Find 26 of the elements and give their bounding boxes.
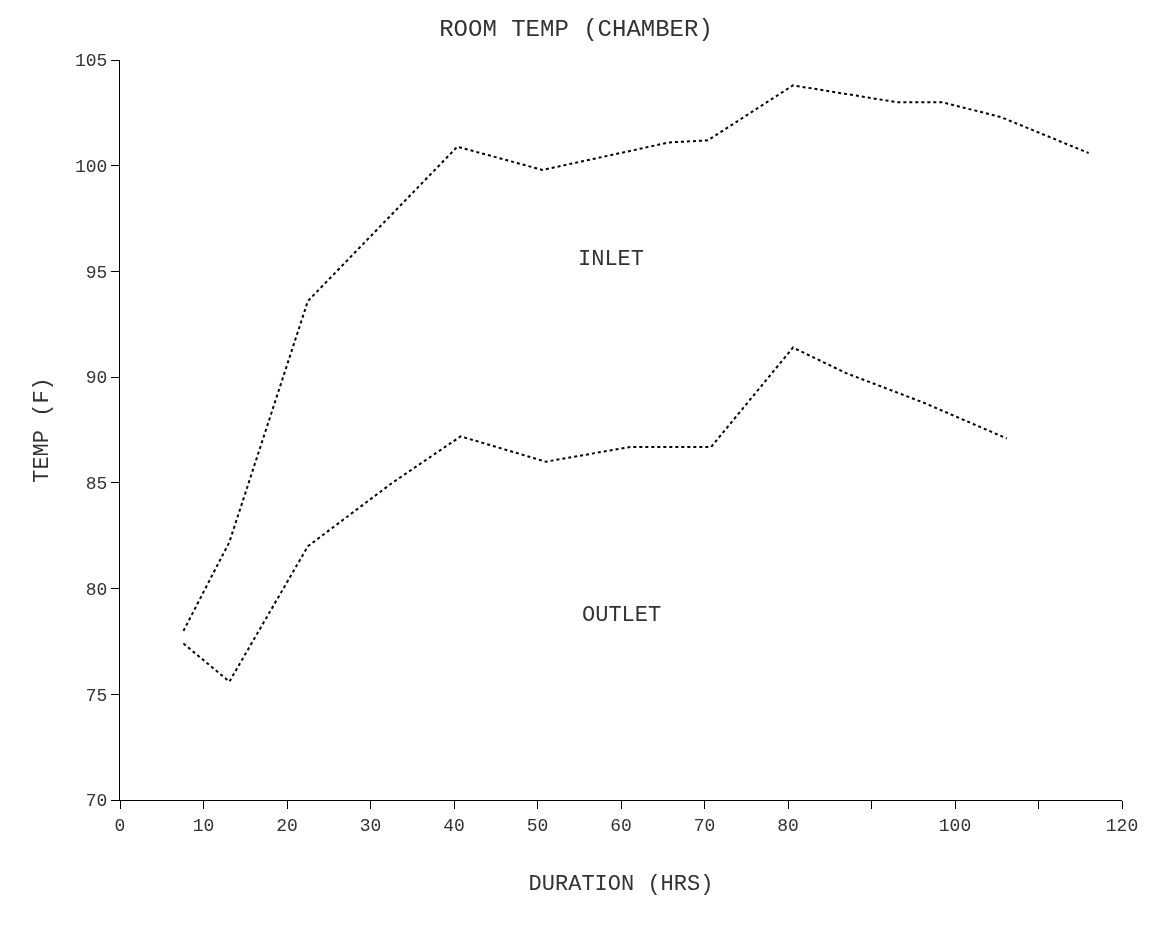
chart-title: ROOM TEMP (CHAMBER) (439, 15, 713, 43)
annotation: INLET (578, 247, 645, 272)
x-tick-label: 20 (276, 815, 298, 836)
y-axis-title: TEMP (F) (29, 377, 55, 483)
x-tick-label: 40 (443, 815, 465, 836)
x-tick-label: 30 (359, 815, 382, 836)
y-tick-label: 100 (74, 157, 108, 178)
x-tick-label: 100 (938, 815, 972, 836)
y-tick-label: 85 (85, 474, 108, 495)
x-tick-label: 70 (693, 815, 716, 836)
y-tick-label: 75 (85, 685, 108, 706)
x-tick-label: 60 (610, 815, 632, 836)
x-tick-label: 80 (777, 815, 799, 836)
x-tick-label: 120 (1105, 815, 1139, 836)
y-tick-label: 105 (74, 51, 108, 72)
y-tick-label: 80 (85, 579, 108, 600)
x-tick-label: 0 (114, 815, 126, 836)
y-tick-label: 90 (85, 368, 108, 389)
x-axis-title: DURATION (HRS) (528, 872, 714, 898)
annotation: OUTLET (582, 603, 662, 628)
x-tick-label: 50 (526, 815, 549, 836)
line-series (182, 346, 1008, 683)
y-tick-label: 70 (85, 791, 108, 812)
line-series (182, 84, 1090, 632)
x-tick-label: 10 (192, 815, 215, 836)
y-tick-label: 95 (85, 262, 108, 283)
